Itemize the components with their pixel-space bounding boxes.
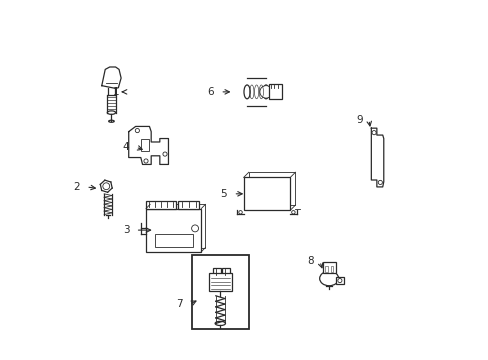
Circle shape: [238, 211, 242, 214]
Bar: [335, 278, 343, 284]
Circle shape: [371, 131, 375, 135]
Ellipse shape: [108, 120, 114, 122]
Text: 3: 3: [122, 225, 129, 235]
Bar: [150, 204, 205, 248]
Bar: [322, 262, 335, 273]
Ellipse shape: [244, 85, 250, 99]
Bar: [146, 201, 176, 208]
Text: 5: 5: [220, 189, 227, 199]
Bar: [268, 84, 282, 99]
Bar: [141, 139, 149, 151]
Circle shape: [191, 225, 198, 232]
Ellipse shape: [263, 85, 269, 99]
Circle shape: [378, 180, 382, 184]
Circle shape: [102, 183, 109, 190]
Circle shape: [259, 86, 272, 98]
Bar: [248, 172, 295, 205]
Bar: [209, 273, 231, 291]
Text: 2: 2: [73, 182, 80, 192]
Bar: [325, 266, 327, 272]
Ellipse shape: [215, 321, 225, 325]
Bar: [243, 177, 290, 210]
Circle shape: [163, 152, 167, 156]
Ellipse shape: [107, 111, 115, 114]
Bar: [191, 255, 248, 329]
Text: 6: 6: [207, 87, 214, 97]
Circle shape: [135, 129, 139, 132]
Circle shape: [291, 211, 295, 214]
Bar: [330, 266, 333, 272]
Bar: [213, 268, 221, 277]
Text: 8: 8: [306, 256, 313, 266]
Text: 7: 7: [176, 300, 183, 309]
Bar: [146, 208, 201, 252]
Bar: [178, 201, 199, 208]
Circle shape: [143, 159, 148, 163]
Bar: [154, 234, 192, 247]
Bar: [222, 268, 229, 277]
Text: 9: 9: [355, 114, 362, 125]
Ellipse shape: [319, 271, 338, 286]
Text: 4: 4: [122, 142, 129, 152]
Text: 1: 1: [112, 87, 119, 97]
Circle shape: [337, 279, 341, 283]
